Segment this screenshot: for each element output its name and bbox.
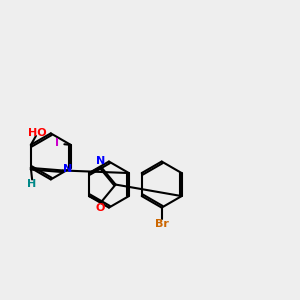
Text: I: I [55,138,59,148]
Text: H: H [28,179,37,189]
Text: Br: Br [155,219,169,229]
Text: N: N [96,156,105,166]
Text: O: O [96,203,105,213]
Text: N: N [63,164,73,174]
Text: HO: HO [28,128,46,138]
